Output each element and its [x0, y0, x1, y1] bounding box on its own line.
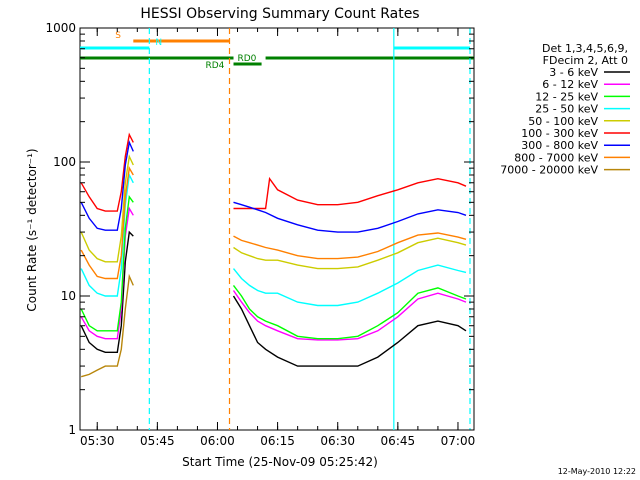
- series-line-8: [81, 273, 134, 378]
- series-lines: [80, 132, 467, 378]
- state-bar-label-rd0: RD0: [238, 54, 257, 64]
- y-axis-label: Count Rate (s⁻¹ detector⁻¹): [25, 148, 39, 311]
- series-line-4: [80, 154, 467, 270]
- legend-entry: 50 - 100 keV: [528, 115, 598, 128]
- series-line-3: [80, 172, 467, 307]
- legend-entry: 7000 - 20000 keV: [500, 164, 598, 177]
- series-line-5: [80, 132, 467, 212]
- x-tick-label: 06:45: [381, 434, 416, 448]
- x-tick-label: 06:15: [260, 434, 295, 448]
- legend-header: Det 1,3,4,5,6,9,: [542, 42, 628, 55]
- x-tick-label: 07:00: [441, 434, 476, 448]
- legend: Det 1,3,4,5,6,9,FDecim 2, Att 03 - 6 keV…: [500, 42, 630, 177]
- x-tick-label: 05:30: [80, 434, 115, 448]
- series-line-2: [80, 194, 467, 340]
- y-tick-label: 1000: [45, 21, 76, 35]
- legend-entry: 12 - 25 keV: [535, 90, 598, 103]
- legend-header: FDecim 2, Att 0: [543, 54, 628, 67]
- series-line-0: [80, 230, 467, 367]
- y-tick-label: 10: [61, 289, 76, 303]
- state-bars: S N RD0 RD4: [80, 31, 474, 71]
- x-axis-label: Start Time (25-Nov-09 05:25:42): [182, 455, 378, 469]
- legend-entry: 300 - 800 keV: [521, 139, 598, 152]
- state-bar-label-s: S: [115, 31, 121, 41]
- axes: 1 10 100 1000 05:30 05:45 06:00 06:15 06:30 06:45…: [45, 21, 475, 448]
- series-line-6: [80, 140, 467, 233]
- plot-area: [79, 27, 475, 431]
- chart-title: HESSI Observing Summary Count Rates: [140, 6, 419, 22]
- legend-entry: 25 - 50 keV: [535, 103, 598, 116]
- legend-entry: 100 - 300 keV: [521, 127, 598, 140]
- y-tick-label: 1: [68, 423, 76, 437]
- legend-entry: 800 - 7000 keV: [514, 151, 598, 164]
- state-bar-label-n: N: [155, 38, 162, 48]
- legend-entry: 6 - 12 keV: [542, 78, 598, 91]
- x-tick-label: 05:45: [140, 434, 175, 448]
- plot-frame: [79, 27, 475, 431]
- state-bar-label-rd4: RD4: [206, 61, 225, 71]
- series-line-7: [80, 165, 467, 280]
- x-tick-label: 06:00: [200, 434, 235, 448]
- date-stamp: 12-May-2010 12:22: [558, 467, 636, 476]
- y-tick-label: 100: [53, 155, 76, 169]
- vertical-markers: [148, 28, 471, 430]
- legend-entry: 3 - 6 keV: [549, 66, 598, 79]
- series-line-1: [80, 206, 467, 341]
- x-tick-label: 06:30: [320, 434, 355, 448]
